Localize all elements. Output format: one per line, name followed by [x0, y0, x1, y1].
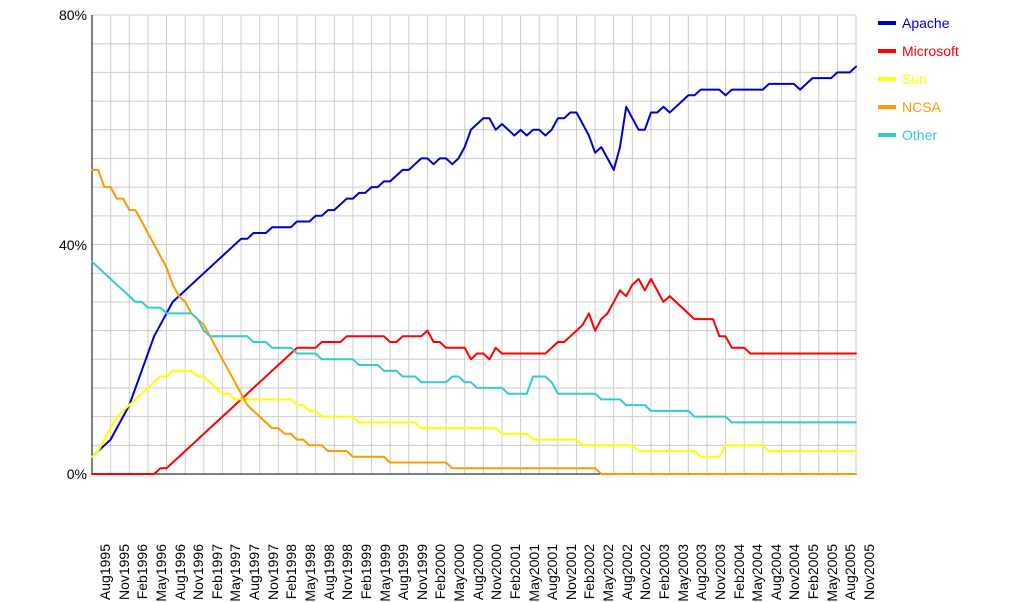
- x-tick-label: Feb2000: [432, 544, 448, 599]
- x-tick-label: Feb2004: [731, 544, 747, 599]
- x-tick-label: May2005: [824, 544, 840, 602]
- x-tick-label: Nov1995: [116, 544, 132, 600]
- y-tick-label: 40%: [47, 237, 87, 253]
- x-tick-label: Nov2005: [861, 544, 877, 600]
- x-tick-label: Feb1998: [283, 544, 299, 599]
- series-apache: [92, 67, 856, 457]
- x-tick-label: Aug2003: [693, 544, 709, 600]
- x-tick-label: Aug2004: [768, 544, 784, 600]
- x-tick-label: May2003: [675, 544, 691, 602]
- x-tick-label: Feb2005: [805, 544, 821, 599]
- x-tick-label: Feb2001: [507, 544, 523, 599]
- legend-swatch: [878, 105, 896, 109]
- x-tick-label: May2004: [749, 544, 765, 602]
- y-tick-label: 80%: [47, 7, 87, 23]
- legend-item-apache: Apache: [878, 15, 959, 31]
- x-tick-label: Aug1997: [246, 544, 262, 600]
- x-tick-label: May1996: [153, 544, 169, 602]
- x-tick-label: Feb2002: [581, 544, 597, 599]
- chart-canvas: [0, 0, 1013, 598]
- y-tick-label: 0%: [47, 466, 87, 482]
- x-tick-label: Nov2000: [488, 544, 504, 600]
- legend-label: NCSA: [902, 99, 941, 115]
- legend-item-sun: Sun: [878, 71, 959, 87]
- x-tick-label: Aug2000: [470, 544, 486, 600]
- x-tick-label: Aug1998: [321, 544, 337, 600]
- x-tick-label: May1997: [227, 544, 243, 602]
- x-tick-label: Aug1996: [172, 544, 188, 600]
- series-other: [92, 262, 856, 423]
- legend-swatch: [878, 133, 896, 137]
- legend-label: Apache: [902, 15, 949, 31]
- x-tick-label: Nov2002: [637, 544, 653, 600]
- x-tick-label: Nov1997: [265, 544, 281, 600]
- x-tick-label: Nov2004: [786, 544, 802, 600]
- legend-label: Other: [902, 127, 937, 143]
- x-tick-label: Aug2002: [619, 544, 635, 600]
- x-tick-label: May2002: [600, 544, 616, 602]
- x-tick-label: Aug1995: [97, 544, 113, 600]
- legend-swatch: [878, 21, 896, 25]
- series-sun: [92, 371, 856, 457]
- x-tick-label: Aug1999: [395, 544, 411, 600]
- legend-item-ncsa: NCSA: [878, 99, 959, 115]
- x-tick-label: Nov2001: [563, 544, 579, 600]
- x-tick-label: Feb1996: [134, 544, 150, 599]
- legend-item-microsoft: Microsoft: [878, 43, 959, 59]
- x-tick-label: Aug2005: [842, 544, 858, 600]
- legend-swatch: [878, 49, 896, 53]
- x-tick-label: May1998: [302, 544, 318, 602]
- web-server-share-chart: Apache Microsoft Sun NCSA Other 0% 40% 80% Aug…: [0, 0, 1013, 598]
- x-tick-label: May2000: [451, 544, 467, 602]
- x-tick-label: Feb1999: [358, 544, 374, 599]
- x-tick-label: Nov2003: [712, 544, 728, 600]
- x-tick-label: Nov1996: [190, 544, 206, 600]
- x-tick-label: Feb2003: [656, 544, 672, 599]
- legend-swatch: [878, 77, 896, 81]
- x-tick-label: May2001: [526, 544, 542, 602]
- legend-label: Microsoft: [902, 43, 959, 59]
- legend: Apache Microsoft Sun NCSA Other: [878, 15, 959, 155]
- x-tick-label: Feb1997: [209, 544, 225, 599]
- x-tick-label: Nov1999: [414, 544, 430, 600]
- x-tick-label: Aug2001: [544, 544, 560, 600]
- legend-item-other: Other: [878, 127, 959, 143]
- x-tick-label: May1999: [377, 544, 393, 602]
- legend-label: Sun: [902, 71, 927, 87]
- x-tick-label: Nov1998: [339, 544, 355, 600]
